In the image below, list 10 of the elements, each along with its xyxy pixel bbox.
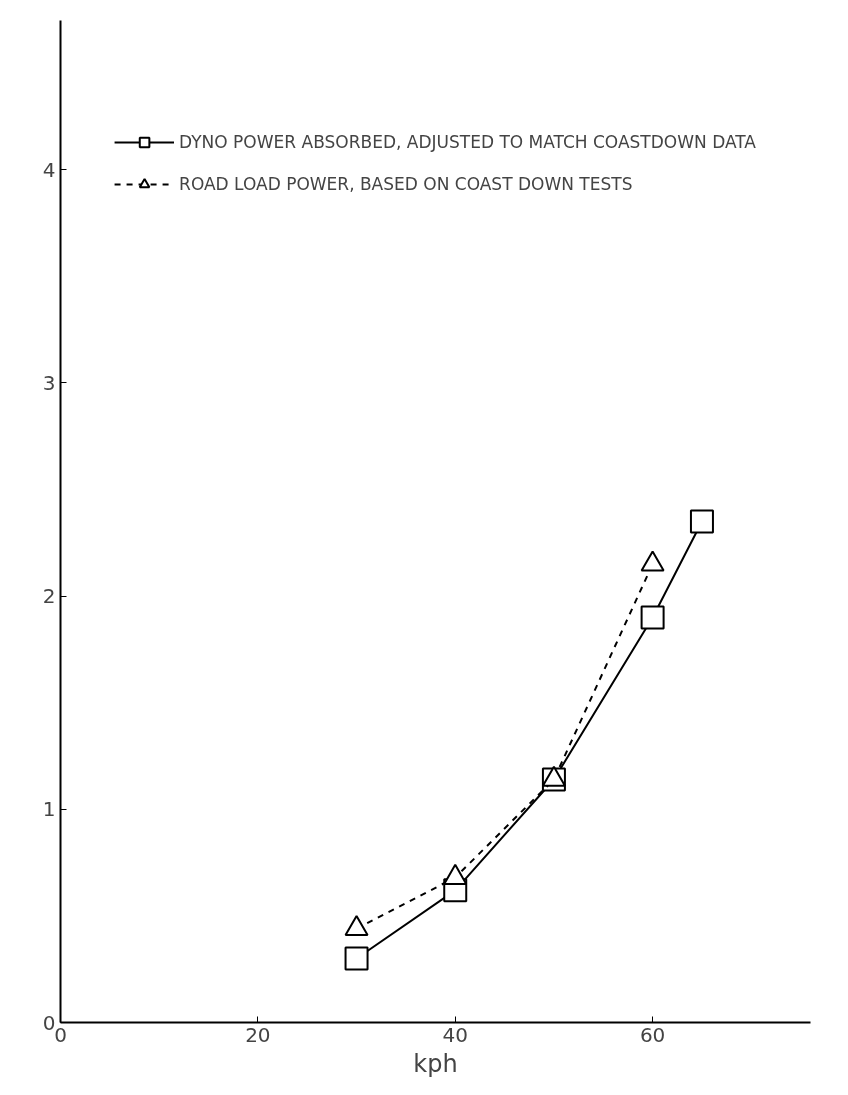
y-tick-label: 4 <box>42 157 56 182</box>
x-tick-label: 60 <box>639 1022 666 1047</box>
legend-label: DYNO POWER ABSORBED, ADJUSTED TO MATCH COASTDOWN DATA <box>179 132 756 152</box>
y-tick-label: 2 <box>42 584 56 609</box>
legend-label: ROAD LOAD POWER, BASED ON COAST DOWN TESTS <box>179 174 633 194</box>
y-tick-label: 3 <box>42 370 56 395</box>
x-tick-label: 20 <box>245 1022 271 1047</box>
y-tick-label: 1 <box>42 797 56 822</box>
x-axis-title: kph <box>413 1049 458 1078</box>
x-tick-label: 40 <box>442 1022 468 1047</box>
